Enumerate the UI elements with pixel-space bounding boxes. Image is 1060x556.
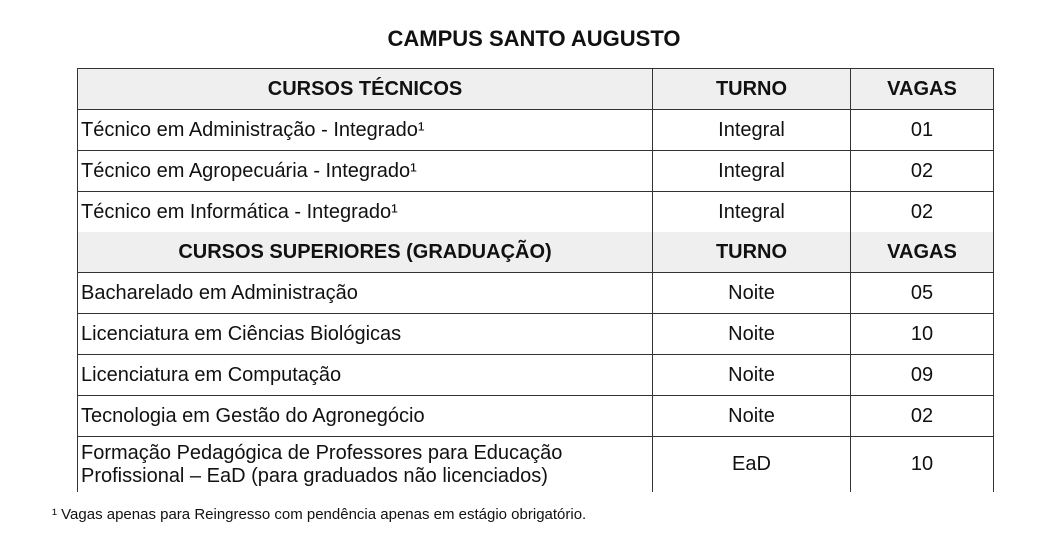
table-row: Licenciatura em Ciências Biológicas Noit… [77, 313, 994, 355]
table-row: Licenciatura em Computação Noite 09 [77, 354, 994, 396]
vagas: 02 [850, 191, 994, 232]
page-title: CAMPUS SANTO AUGUSTO [387, 26, 681, 51]
section-header-superiores: CURSOS SUPERIORES (GRADUAÇÃO) TURNO VAGA… [77, 232, 994, 273]
table-row: Técnico em Informática - Integrado¹ Inte… [77, 191, 994, 232]
vagas: 10 [850, 436, 994, 492]
course-name: Formação Pedagógica de Professores para … [77, 436, 653, 492]
footnote: ¹ Vagas apenas para Reingresso com pendê… [52, 506, 587, 523]
vagas: 01 [850, 109, 994, 151]
vagas: 02 [850, 395, 994, 437]
turno: Noite [652, 354, 851, 396]
courses-table: CURSOS TÉCNICOS TURNO VAGAS Técnico em A… [77, 68, 994, 492]
vagas: 09 [850, 354, 994, 396]
course-name: Técnico em Agropecuária - Integrado¹ [77, 150, 653, 192]
table-row: Técnico em Administração - Integrado¹ In… [77, 109, 994, 151]
section-header-tecnicos: CURSOS TÉCNICOS TURNO VAGAS [77, 68, 994, 110]
course-name: Técnico em Informática - Integrado¹ [77, 191, 653, 232]
header-turno: TURNO [652, 232, 851, 273]
header-course: CURSOS SUPERIORES (GRADUAÇÃO) [77, 232, 653, 273]
table-row: Técnico em Agropecuária - Integrado¹ Int… [77, 150, 994, 192]
header-course: CURSOS TÉCNICOS [77, 68, 653, 110]
turno: Noite [652, 272, 851, 314]
turno: Noite [652, 313, 851, 355]
turno: Integral [652, 191, 851, 232]
turno: Integral [652, 109, 851, 151]
vagas: 10 [850, 313, 994, 355]
turno: EaD [652, 436, 851, 492]
vagas: 05 [850, 272, 994, 314]
course-name: Licenciatura em Ciências Biológicas [77, 313, 653, 355]
course-name: Licenciatura em Computação [77, 354, 653, 396]
turno: Integral [652, 150, 851, 192]
table-row: Bacharelado em Administração Noite 05 [77, 272, 994, 314]
vagas: 02 [850, 150, 994, 192]
course-name: Bacharelado em Administração [77, 272, 653, 314]
table-row: Formação Pedagógica de Professores para … [77, 436, 994, 492]
header-vagas: VAGAS [850, 232, 994, 273]
course-name: Técnico em Administração - Integrado¹ [77, 109, 653, 151]
header-vagas: VAGAS [850, 68, 994, 110]
table-row: Tecnologia em Gestão do Agronegócio Noit… [77, 395, 994, 437]
turno: Noite [652, 395, 851, 437]
header-turno: TURNO [652, 68, 851, 110]
course-name: Tecnologia em Gestão do Agronegócio [77, 395, 653, 437]
